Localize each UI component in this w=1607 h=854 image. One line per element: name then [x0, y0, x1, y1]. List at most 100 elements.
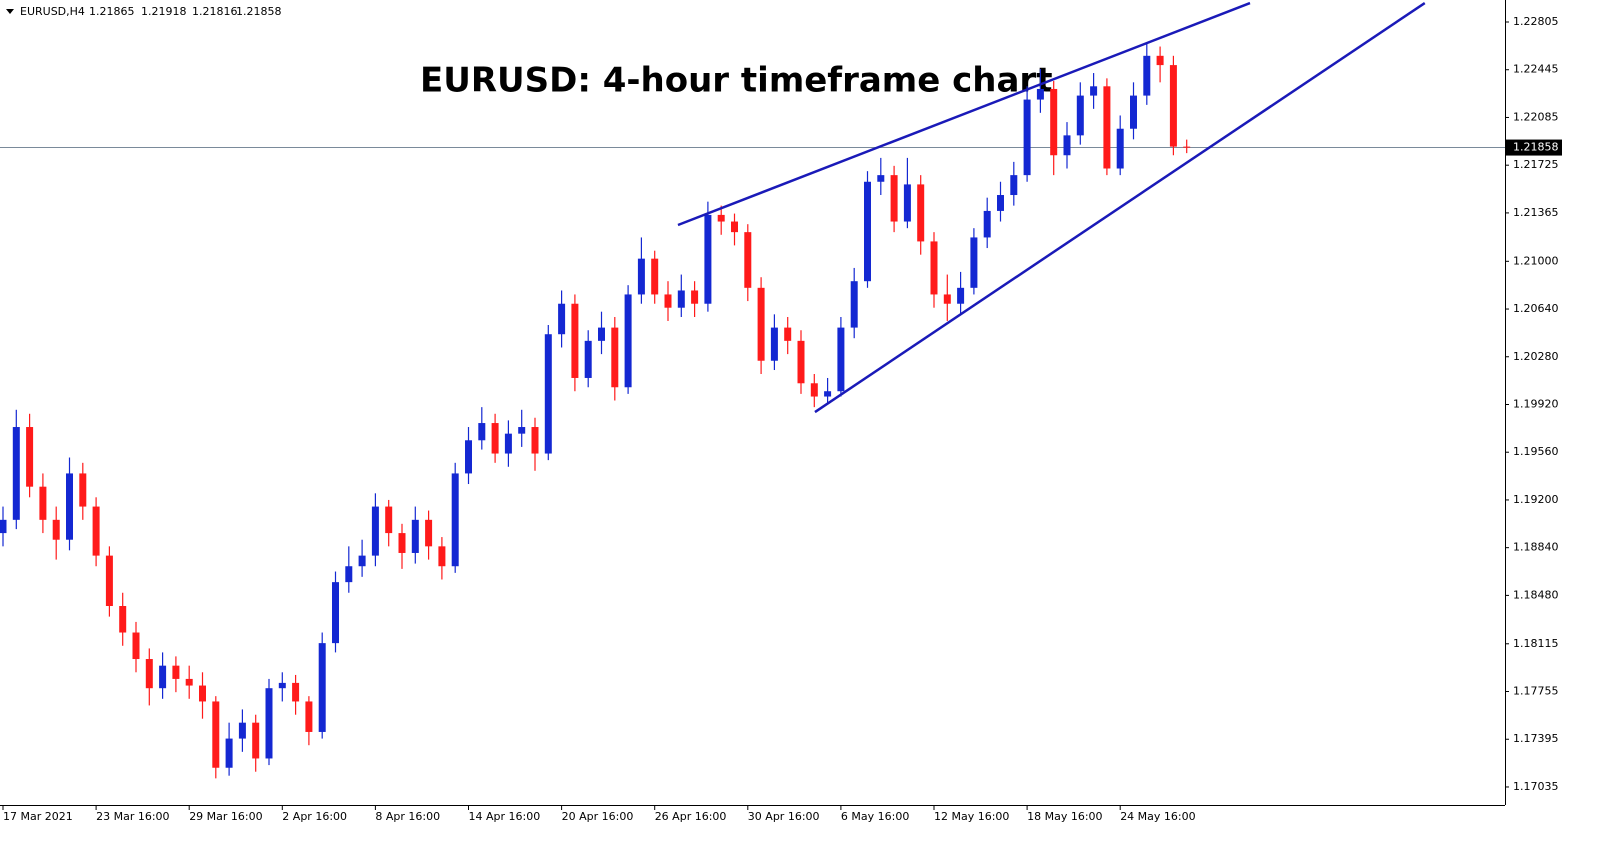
candle-body — [864, 181, 871, 282]
candle-body — [438, 546, 446, 567]
candle-body — [265, 688, 273, 759]
candle-body — [797, 340, 805, 384]
candle-body — [185, 678, 193, 686]
y-tick-label: 1.20640 — [1513, 302, 1559, 315]
candle-body — [1010, 175, 1018, 196]
symbol: EURUSD,H4 — [20, 5, 85, 18]
ohlc-close: 1.21858 — [236, 5, 282, 18]
candle-body — [943, 294, 951, 304]
trendline — [814, 2, 1426, 414]
x-tick-label: 24 May 16:00 — [1120, 810, 1195, 823]
x-tick-label: 12 May 16:00 — [934, 810, 1009, 823]
candle-body — [784, 327, 792, 341]
x-tick-label: 26 Apr 16:00 — [655, 810, 727, 823]
candle-body — [425, 519, 433, 547]
x-tick-label: 17 Mar 2021 — [3, 810, 73, 823]
y-tick-label: 1.19920 — [1513, 397, 1559, 410]
candle-body — [238, 722, 246, 739]
y-tick-label: 1.18480 — [1513, 588, 1559, 601]
candle-body — [850, 281, 858, 328]
candle-body — [1023, 99, 1031, 176]
candle-body — [1169, 65, 1177, 147]
candle-body — [12, 427, 20, 520]
candle-body — [504, 433, 512, 454]
candle-body — [598, 327, 605, 341]
candle-body — [305, 701, 313, 732]
candle-body — [824, 391, 832, 397]
candle-body — [903, 184, 911, 222]
candle-body — [691, 290, 699, 304]
candle-body — [917, 184, 925, 242]
candle-body — [584, 340, 592, 378]
candle-body — [571, 303, 579, 378]
trendline — [677, 1, 1251, 227]
candle-body — [1076, 95, 1084, 136]
candle-body — [544, 334, 552, 454]
candle-body — [212, 701, 220, 768]
candle-body — [345, 566, 353, 583]
candle-body — [1156, 55, 1164, 66]
candle-body — [385, 506, 393, 534]
candle-body — [411, 519, 419, 553]
menu-arrow[interactable] — [6, 9, 14, 14]
candle-body — [1143, 55, 1151, 96]
candle-body — [92, 506, 100, 556]
candle-body — [704, 214, 712, 304]
y-tick-label: 1.17755 — [1513, 685, 1559, 698]
candle-body — [770, 327, 778, 361]
candle-body — [983, 210, 991, 238]
candle-body — [651, 258, 659, 295]
candle-body — [930, 241, 938, 295]
ohlc-low: 1.21816 — [192, 5, 238, 18]
candle-body — [465, 440, 472, 474]
candle-body — [332, 582, 339, 644]
candle-body — [132, 632, 140, 660]
candle-body — [837, 327, 845, 392]
candle-body — [558, 303, 566, 335]
y-tick-label: 1.19560 — [1513, 445, 1559, 458]
candle-body — [159, 665, 167, 689]
x-tick-label: 18 May 16:00 — [1027, 810, 1102, 823]
candle-body — [172, 665, 180, 679]
candle-body — [970, 237, 978, 288]
candle-body — [292, 682, 300, 702]
candle-body — [252, 722, 260, 759]
candle-body — [1090, 86, 1098, 96]
candle-body — [225, 738, 233, 768]
candle-body — [39, 486, 47, 520]
candle-body — [371, 506, 379, 556]
x-tick-label: 2 Apr 16:00 — [282, 810, 347, 823]
candle-body — [957, 287, 965, 304]
y-tick-label: 1.21365 — [1513, 206, 1559, 219]
candle-body — [744, 232, 752, 288]
candle-body — [810, 383, 818, 397]
candle-body — [877, 175, 885, 182]
y-tick-label: 1.22805 — [1513, 15, 1559, 28]
candle-body — [1116, 128, 1124, 169]
y-tick-label: 1.17035 — [1513, 780, 1559, 793]
candle-body — [731, 221, 738, 233]
candle-body — [637, 258, 645, 295]
candle-body — [1103, 86, 1111, 169]
x-tick-label: 6 May 16:00 — [841, 810, 909, 823]
candle-body — [398, 533, 406, 553]
candle-body — [145, 659, 153, 689]
candle-body — [717, 214, 725, 222]
candle-body — [26, 427, 34, 487]
x-tick-label: 29 Mar 16:00 — [189, 810, 262, 823]
ohlc-high: 1.21918 — [141, 5, 187, 18]
x-tick-label: 14 Apr 16:00 — [469, 810, 541, 823]
y-tick-label: 1.17395 — [1513, 732, 1559, 745]
candle-body — [890, 175, 898, 222]
candle-body — [624, 294, 632, 388]
y-tick-label: 1.21725 — [1513, 158, 1559, 171]
candle-body — [997, 195, 1004, 211]
candle-body — [491, 423, 499, 454]
x-tick-label: 23 Mar 16:00 — [96, 810, 169, 823]
candle-body — [105, 555, 113, 607]
chart-title: EURUSD: 4-hour timeframe chart — [420, 61, 1052, 101]
candle-body — [757, 287, 765, 361]
